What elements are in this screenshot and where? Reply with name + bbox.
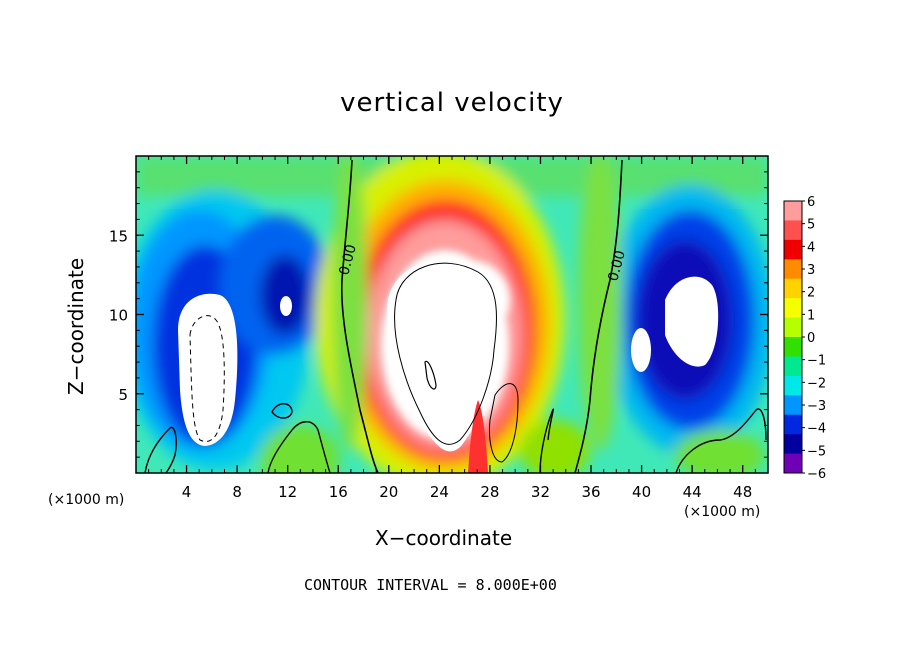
contour-label-left: 0.00 bbox=[336, 243, 360, 277]
colorbar-label: −4 bbox=[807, 422, 826, 437]
x-axis-ticks: 4 8 12 16 20 24 28 32 36 40 44 48 bbox=[148, 156, 756, 501]
colorbar-swatch bbox=[784, 298, 802, 319]
y-tick-label: 10 bbox=[109, 307, 128, 325]
colorbar-swatch bbox=[784, 434, 802, 455]
y-tick-label: 15 bbox=[109, 227, 128, 245]
x-unit-left: (×1000 m) bbox=[48, 492, 125, 508]
colorbar-label: −6 bbox=[807, 467, 826, 482]
x-tick-label: 16 bbox=[329, 483, 348, 501]
colorbar-swatch bbox=[784, 414, 802, 435]
x-unit-right: (×1000 m) bbox=[684, 504, 761, 520]
colorbar-swatch bbox=[784, 317, 802, 338]
x-tick-label: 8 bbox=[232, 483, 242, 501]
x-tick-label: 36 bbox=[581, 483, 600, 501]
colorbar-swatch bbox=[784, 337, 802, 357]
x-tick-label: 28 bbox=[480, 483, 499, 501]
x-tick-label: 24 bbox=[430, 483, 449, 501]
colorbar-label: 3 bbox=[807, 263, 815, 278]
x-tick-label: 48 bbox=[733, 483, 752, 501]
contour-interval-note: CONTOUR INTERVAL = 8.000E+00 bbox=[304, 576, 557, 594]
colorbar-label: −1 bbox=[807, 354, 826, 369]
colorbar-swatch bbox=[784, 259, 802, 280]
colorbar-swatch bbox=[784, 375, 802, 396]
colorbar-swatch bbox=[784, 356, 802, 377]
colorbar-swatch bbox=[784, 453, 802, 474]
contour-label-right: 0.00 bbox=[605, 249, 629, 283]
colorbar: 6 5 4 3 2 1 0 −1 −2 −3 −4 −5 −6 bbox=[783, 195, 826, 482]
colorbar-swatch bbox=[784, 278, 802, 299]
colorbar-swatch bbox=[784, 220, 802, 241]
colorbar-label: 2 bbox=[807, 286, 815, 301]
colorbar-label: 4 bbox=[807, 240, 815, 255]
x-tick-label: 40 bbox=[632, 483, 651, 501]
colorbar-label: −2 bbox=[807, 376, 826, 391]
colorbar-label: −3 bbox=[807, 399, 826, 414]
x-tick-label: 44 bbox=[683, 483, 702, 501]
colorbar-label: −5 bbox=[807, 444, 826, 459]
colorbar-label: 0 bbox=[807, 331, 815, 346]
x-tick-label: 12 bbox=[278, 483, 297, 501]
colorbar-label: 6 bbox=[807, 195, 815, 210]
colorbar-swatch bbox=[784, 395, 802, 416]
colorbar-swatch bbox=[784, 201, 802, 221]
x-tick-label: 32 bbox=[531, 483, 550, 501]
colorbar-swatch bbox=[784, 239, 802, 260]
x-tick-label: 4 bbox=[182, 483, 192, 501]
velocity-field bbox=[136, 156, 768, 473]
x-tick-label: 20 bbox=[379, 483, 398, 501]
chart-title: vertical velocity bbox=[340, 88, 564, 118]
y-tick-label: 5 bbox=[118, 386, 128, 404]
colorbar-label: 1 bbox=[807, 308, 815, 323]
y-axis-label: Z−coordinate bbox=[64, 257, 88, 395]
y-axis-ticks: 5 10 15 bbox=[109, 171, 768, 458]
x-axis-label: X−coordinate bbox=[375, 526, 513, 550]
colorbar-label: 5 bbox=[807, 218, 815, 233]
